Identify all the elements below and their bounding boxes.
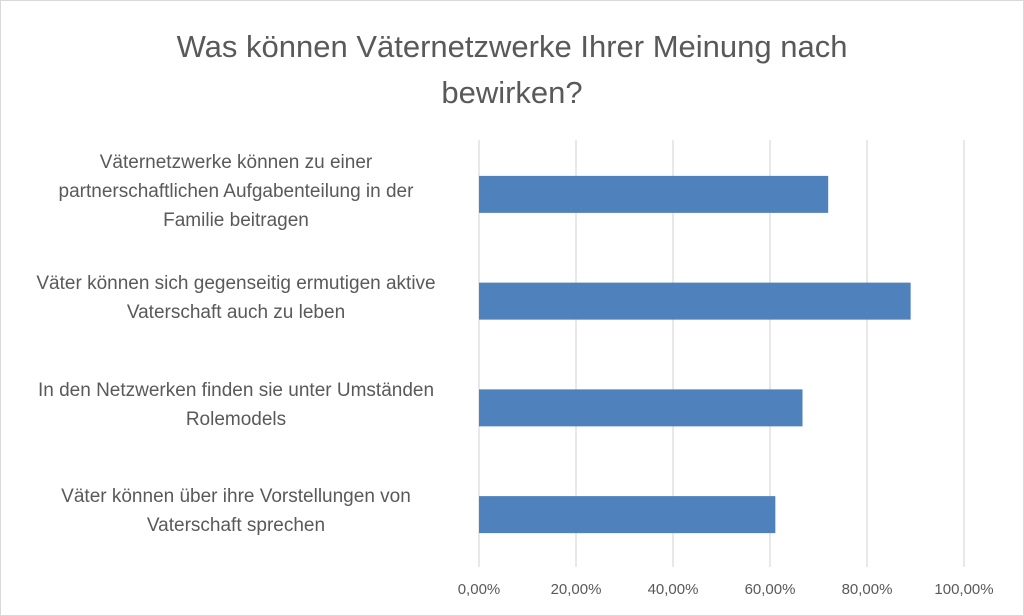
category-label-3-line-1: In den Netzwerken finden sie unter Umstä… bbox=[37, 380, 435, 401]
category-label-1: Väternetzwerke können zu einer partnersc… bbox=[10, 148, 462, 235]
category-label-4: Väter können über ihre Vorstellungen von… bbox=[10, 482, 462, 540]
category-label-1-line-2: partnerschaftlichen Aufgabenteilung in d… bbox=[58, 181, 414, 202]
x-tick-label-5: 80,00% bbox=[842, 581, 893, 598]
bar-3 bbox=[479, 389, 803, 427]
chart-title: Was können Väternetzwerke Ihrer Meinung … bbox=[0, 24, 1024, 116]
chart-title-line-2: bewirken? bbox=[441, 75, 583, 110]
x-tick-label-2: 20,00% bbox=[551, 581, 602, 598]
category-label-1-line-3: Familie beitragen bbox=[163, 210, 309, 231]
category-label-3: In den Netzwerken finden sie unter Umstä… bbox=[10, 376, 462, 434]
bar-1 bbox=[479, 175, 829, 213]
x-tick-label-1: 0,00% bbox=[458, 581, 501, 598]
x-tick-label-3: 40,00% bbox=[648, 581, 699, 598]
bar-4 bbox=[479, 496, 776, 534]
category-label-4-line-1: Väter können über ihre Vorstellungen von bbox=[61, 486, 411, 507]
category-label-2: Väter können sich gegenseitig ermutigen … bbox=[10, 269, 462, 327]
category-label-1-line-1: Väternetzwerke können zu einer bbox=[99, 152, 373, 173]
bar-2 bbox=[479, 282, 911, 320]
chart-title-line-1: Was können Väternetzwerke Ihrer Meinung … bbox=[176, 29, 848, 64]
category-label-4-line-2: Vaterschaft sprechen bbox=[146, 515, 326, 536]
x-tick-label-4: 60,00% bbox=[745, 581, 796, 598]
category-label-2-line-1: Väter können sich gegenseitig ermutigen … bbox=[36, 273, 436, 294]
x-tick-label-6: 100,00% bbox=[934, 581, 993, 598]
category-label-2-line-2: Vaterschaft auch zu leben bbox=[126, 302, 346, 323]
category-label-3-line-2: Rolemodels bbox=[185, 409, 287, 430]
